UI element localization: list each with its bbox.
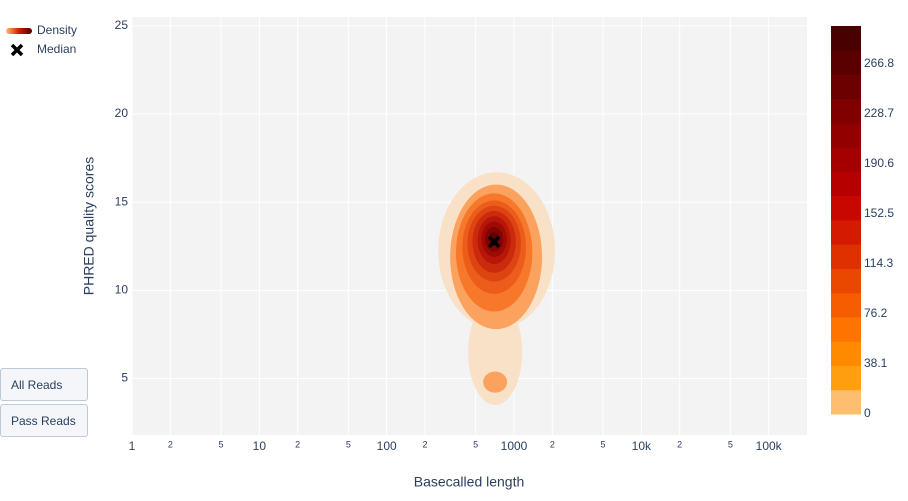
x-tick-label: 2 [677, 439, 682, 449]
colorbar-band [831, 292, 861, 318]
legend-label: Density [37, 23, 77, 37]
colorbar-band [831, 341, 861, 366]
x-tick-label: 100 [377, 439, 397, 453]
y-tick-label: 25 [115, 18, 129, 32]
colorbar-band [831, 220, 861, 245]
legend-marker [10, 43, 24, 57]
colorbar-band [831, 389, 861, 415]
colorbar-band [831, 50, 861, 75]
button[interactable]: All Reads [0, 368, 88, 401]
x-tick-label: 5 [473, 439, 478, 449]
y-tick-label: 10 [115, 283, 129, 297]
x-tick-label: 1000 [501, 439, 528, 453]
colorbar-band [831, 244, 861, 269]
colorbar-tick-label: 152.5 [864, 206, 894, 220]
x-tick-label: 10 [253, 439, 267, 453]
y-tick-label: 15 [115, 194, 129, 208]
legend-label: Median [37, 42, 76, 56]
x-tick-label: 2 [550, 439, 555, 449]
x-tick-label: 2 [295, 439, 300, 449]
x-axis-title: Basecalled length [414, 474, 525, 490]
colorbar-tick-label: 228.7 [864, 106, 894, 120]
colorbar-band [831, 123, 861, 148]
colorbar-tick-label: 190.6 [864, 156, 894, 170]
colorbar-tick-label: 0 [864, 406, 871, 420]
y-tick-label: 20 [115, 106, 129, 120]
median-marker [487, 235, 501, 249]
x-tick-label: 10k [632, 439, 652, 453]
colorbar-tick-label: 76.2 [864, 306, 888, 320]
x-tick-label: 5 [600, 439, 605, 449]
x-tick-label: 2 [422, 439, 427, 449]
button[interactable]: Pass Reads [0, 404, 88, 437]
colorbar-band [831, 98, 861, 124]
x-tick-label: 2 [168, 439, 173, 449]
colorbar-band [831, 74, 861, 100]
colorbar-tick-label: 38.1 [864, 356, 888, 370]
colorbar-band [831, 171, 861, 197]
colorbar-band [831, 365, 861, 391]
x-tick-label: 5 [346, 439, 351, 449]
y-tick-label: 5 [121, 371, 128, 385]
x-tick-label: 5 [218, 439, 223, 449]
x-tick-label: 100k [756, 439, 783, 453]
legend-swatch [6, 28, 32, 34]
colorbar-band [831, 268, 861, 294]
colorbar-tick-label: 266.8 [864, 56, 894, 70]
density-contour [483, 371, 508, 393]
colorbar-band [831, 195, 861, 221]
colorbar-band [831, 26, 861, 51]
y-axis-title: PHRED quality scores [81, 157, 97, 296]
colorbar-tick-label: 114.3 [864, 256, 893, 270]
colorbar-band [831, 147, 861, 172]
colorbar-band [831, 317, 861, 342]
x-tick-label: 1 [129, 439, 136, 453]
x-tick-label: 5 [728, 439, 733, 449]
